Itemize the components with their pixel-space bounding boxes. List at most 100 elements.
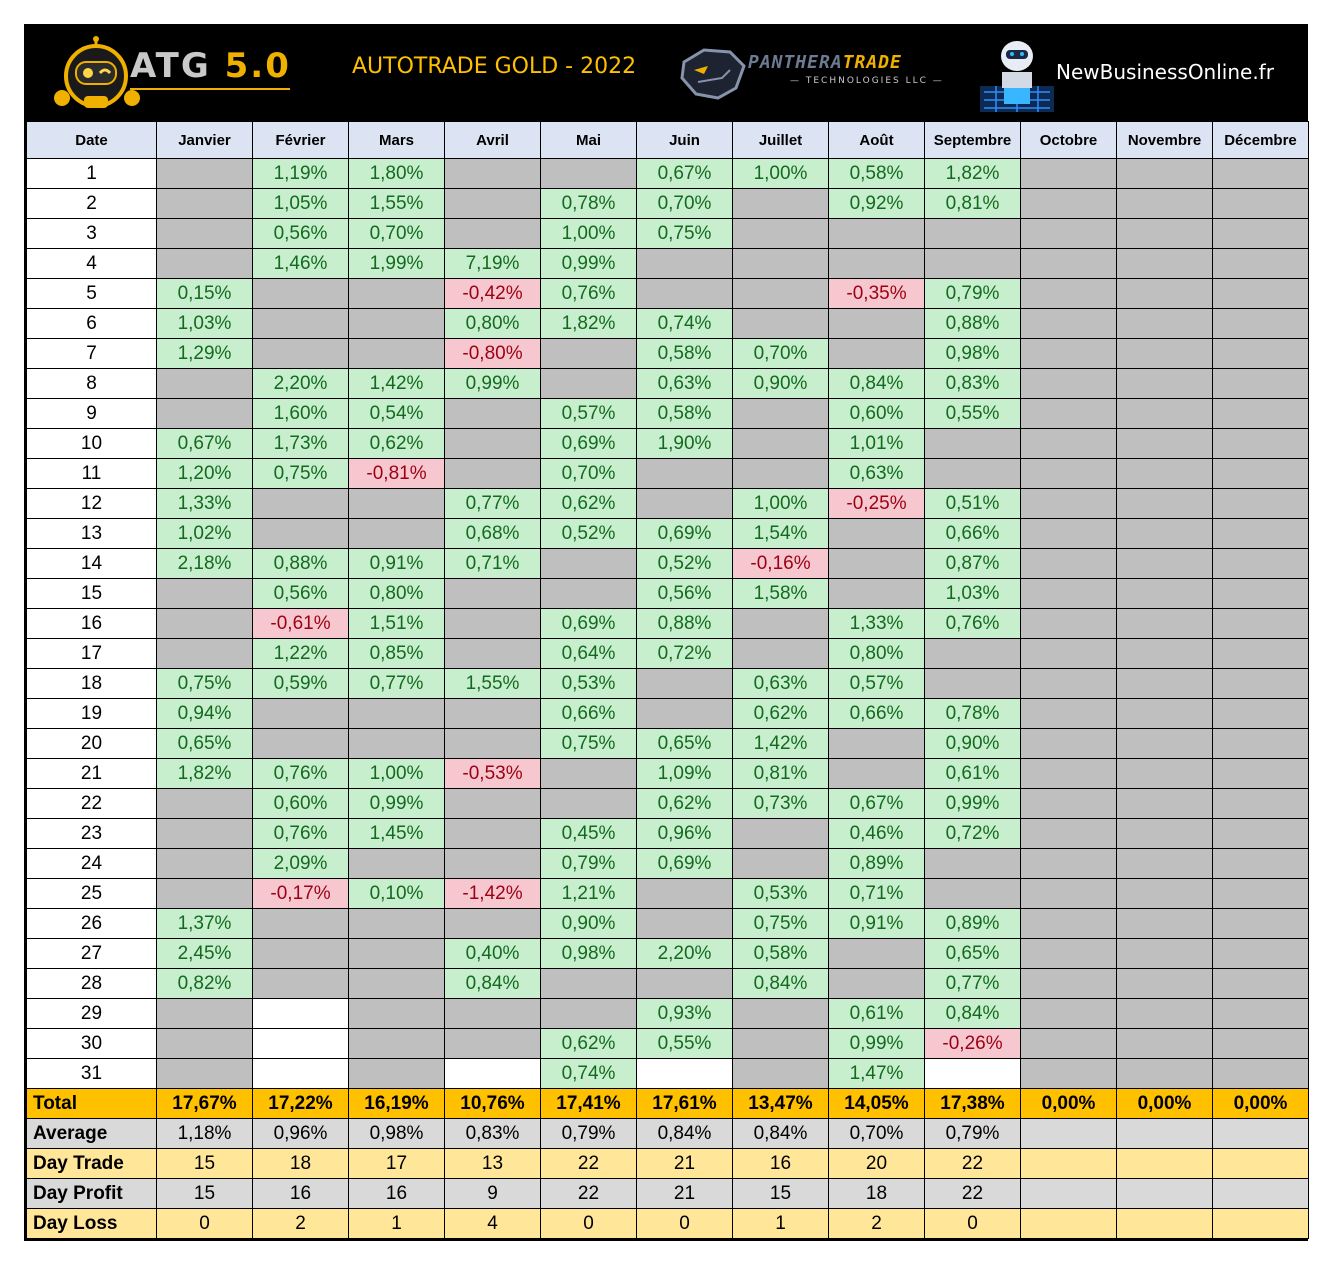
summary-value-cell: 0,83% <box>444 1118 541 1149</box>
profit-cell: 0,84% <box>444 968 541 999</box>
no-trade-cell <box>1212 968 1309 999</box>
no-trade-cell <box>828 758 925 789</box>
profit-cell: 0,90% <box>924 728 1021 759</box>
profit-cell: 0,58% <box>636 338 733 369</box>
loss-cell: -0,53% <box>444 758 541 789</box>
atg-underline <box>130 88 290 90</box>
date-cell: 31 <box>26 1058 157 1089</box>
profit-cell: 1,58% <box>732 578 829 609</box>
no-trade-cell <box>1212 788 1309 819</box>
date-cell: 26 <box>26 908 157 939</box>
date-cell: 24 <box>26 848 157 879</box>
profit-cell: 1,42% <box>732 728 829 759</box>
summary-value-cell: 10,76% <box>444 1088 541 1119</box>
summary-value-cell: 0,00% <box>1020 1088 1117 1119</box>
table-row: 24 2,09% 0,79% 0,69% 0,89% <box>26 848 1309 879</box>
summary-value-cell: 20 <box>828 1148 925 1179</box>
no-trade-cell <box>636 248 733 279</box>
no-trade-cell <box>540 368 637 399</box>
no-trade-cell <box>540 968 637 999</box>
no-trade-cell <box>1020 758 1117 789</box>
profit-cell: 1,73% <box>252 428 349 459</box>
profit-cell: 0,76% <box>924 608 1021 639</box>
no-trade-cell <box>444 638 541 669</box>
profit-cell: 0,71% <box>828 878 925 909</box>
date-cell: 13 <box>26 518 157 549</box>
no-trade-cell <box>732 188 829 219</box>
profit-cell: 1,60% <box>252 398 349 429</box>
no-trade-cell <box>156 578 253 609</box>
table-row: 2 1,05% 1,55% 0,78% 0,70% 0,92% 0,81% <box>26 188 1309 219</box>
profit-cell: 1,22% <box>252 638 349 669</box>
no-trade-cell <box>348 488 445 519</box>
profit-cell: 0,71% <box>444 548 541 579</box>
no-trade-cell <box>444 848 541 879</box>
summary-value-cell: 0,84% <box>636 1118 733 1149</box>
date-cell: 6 <box>26 308 157 339</box>
profit-cell: 1,55% <box>348 188 445 219</box>
no-trade-cell <box>1212 458 1309 489</box>
profit-cell: 1,03% <box>924 578 1021 609</box>
no-trade-cell <box>1020 458 1117 489</box>
profit-cell: 0,75% <box>156 668 253 699</box>
table-row: 9 1,60% 0,54% 0,57% 0,58% 0,60% 0,55% <box>26 398 1309 429</box>
date-cell: 28 <box>26 968 157 999</box>
website-name: NewBusinessOnline.fr <box>1056 60 1274 84</box>
profit-cell: 0,66% <box>828 698 925 729</box>
no-trade-cell <box>1116 518 1213 549</box>
summary-value-cell: 15 <box>156 1178 253 1209</box>
summary-value-cell <box>1212 1118 1309 1149</box>
no-trade-cell <box>444 428 541 459</box>
no-trade-cell <box>1116 728 1213 759</box>
no-trade-cell <box>1212 308 1309 339</box>
no-trade-cell <box>1116 938 1213 969</box>
column-header-month: Juin <box>636 121 733 159</box>
profit-cell: 0,76% <box>540 278 637 309</box>
no-trade-cell <box>828 338 925 369</box>
profit-cell: 2,09% <box>252 848 349 879</box>
loss-cell: -1,42% <box>444 878 541 909</box>
no-trade-cell <box>828 248 925 279</box>
no-trade-cell <box>828 968 925 999</box>
no-trade-cell <box>1020 518 1117 549</box>
no-trade-cell <box>252 518 349 549</box>
profit-cell: 0,64% <box>540 638 637 669</box>
no-trade-cell <box>924 428 1021 459</box>
profit-cell: 1,00% <box>732 158 829 189</box>
no-trade-cell <box>1116 818 1213 849</box>
date-cell: 22 <box>26 788 157 819</box>
no-trade-cell <box>1020 698 1117 729</box>
no-trade-cell <box>252 968 349 999</box>
table-row: 20 0,65% 0,75% 0,65% 1,42% 0,90% <box>26 728 1309 759</box>
column-header-month: Avril <box>444 121 541 159</box>
date-cell: 9 <box>26 398 157 429</box>
no-trade-cell <box>348 848 445 879</box>
summary-value-cell: 0,96% <box>252 1118 349 1149</box>
table-row: 17 1,22% 0,85% 0,64% 0,72% 0,80% <box>26 638 1309 669</box>
no-trade-cell <box>348 1028 445 1059</box>
profit-cell: 1,00% <box>732 488 829 519</box>
no-trade-cell <box>636 968 733 999</box>
table-row: 19 0,94% 0,66% 0,62% 0,66% 0,78% <box>26 698 1309 729</box>
profit-cell: 0,84% <box>924 998 1021 1029</box>
summary-value-cell: 0,00% <box>1116 1088 1213 1119</box>
no-trade-cell <box>1212 488 1309 519</box>
summary-value-cell: 13 <box>444 1148 541 1179</box>
profit-cell: 0,75% <box>732 908 829 939</box>
no-trade-cell <box>1020 848 1117 879</box>
date-cell: 20 <box>26 728 157 759</box>
no-trade-cell <box>1116 998 1213 1029</box>
results-sheet: ATG 5.0 AUTOTRADE GOLD - 2022 PANTHERATR… <box>24 24 1309 1241</box>
no-trade-cell <box>1212 248 1309 279</box>
no-trade-cell <box>1116 1058 1213 1089</box>
profit-cell: 0,81% <box>924 188 1021 219</box>
profit-cell: 1,19% <box>252 158 349 189</box>
table-row: 26 1,37% 0,90% 0,75% 0,91% 0,89% <box>26 908 1309 939</box>
no-trade-cell <box>156 1028 253 1059</box>
no-trade-cell <box>1212 518 1309 549</box>
no-trade-cell <box>156 188 253 219</box>
no-trade-cell <box>444 1028 541 1059</box>
no-trade-cell <box>444 608 541 639</box>
summary-value-cell: 1 <box>732 1208 829 1239</box>
summary-value-cell: 16 <box>252 1178 349 1209</box>
